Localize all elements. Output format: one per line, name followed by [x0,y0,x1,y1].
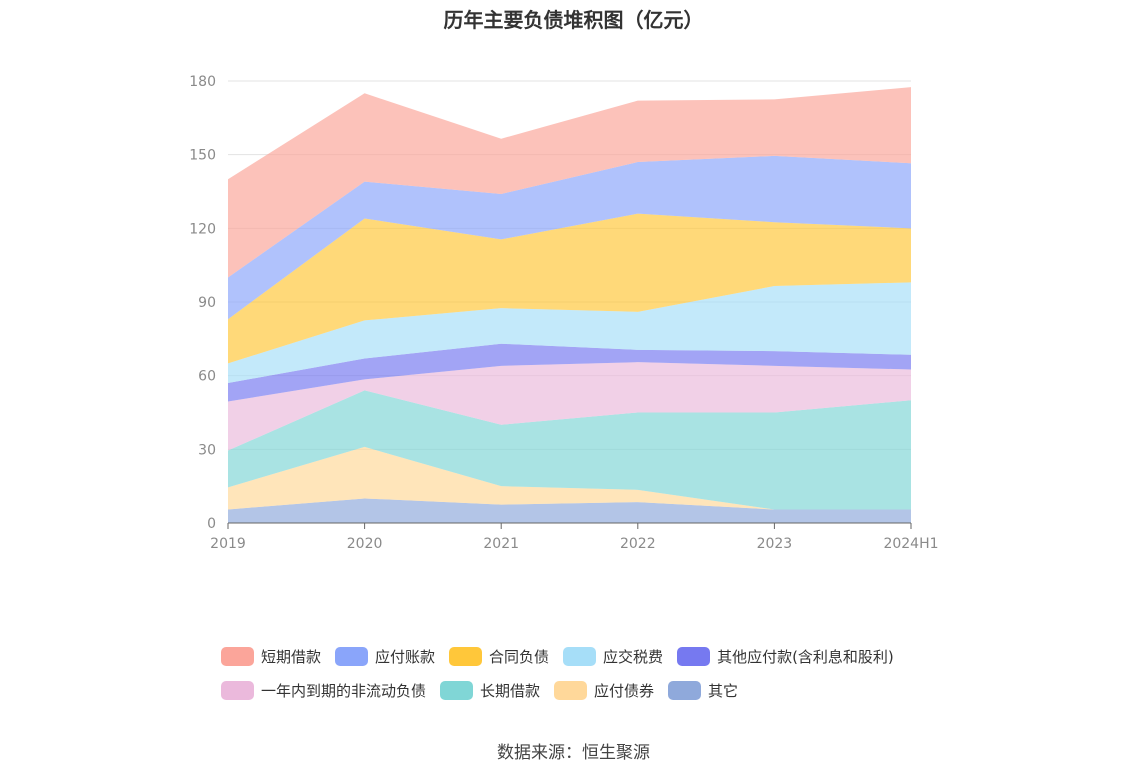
legend-label: 合同负债 [489,647,550,666]
area-series-0 [228,498,911,523]
area-series-4 [228,343,911,402]
x-tick-label: 2020 [347,536,383,552]
legend-item[interactable]: 一年内到期的非流动负债 [221,680,426,701]
legend-swatch [221,680,254,700]
legend-swatch [449,646,483,666]
legend-label: 短期借款 [261,647,322,666]
x-tick-label: 2022 [620,536,656,552]
legend-swatch [668,680,702,700]
area-series-8 [228,87,911,278]
legend-item[interactable]: 应付账款 [335,646,435,667]
legend-row: 短期借款 应付账款 合同负债 应交税费 其他应付款(含利息和股利) [221,639,981,673]
area-series [228,87,911,523]
y-tick-label: 0 [207,516,216,532]
legend-swatch [335,646,369,666]
y-tick-label: 120 [189,221,216,237]
legend-item[interactable]: 应交税费 [563,646,663,667]
legend-item[interactable]: 合同负债 [449,646,549,667]
y-tick-label: 180 [189,74,216,90]
x-tick-label: 2024H1 [883,536,938,552]
legend-swatch [221,646,254,666]
legend-row: 一年内到期的非流动负债 长期借款 应付债券 其它 [221,673,981,707]
legend-item[interactable]: 长期借款 [440,680,540,701]
y-tick-label: 60 [198,369,216,385]
area-series-6 [228,213,911,364]
legend-item[interactable]: 应付债券 [554,680,654,701]
area-series-3 [228,362,911,451]
data-source: 数据来源：恒生聚源 [497,743,650,763]
x-tick-label: 2019 [210,536,246,552]
y-tick-label: 90 [198,295,216,311]
area-series-5 [228,282,911,384]
chart-title: 历年主要负债堆积图（亿元） [443,8,704,32]
area-series-2 [228,390,911,510]
y-tick-label: 30 [198,442,216,458]
axes: 0 30 60 90 120 150 180 2019 2020 2021 2022 2023 2024… [189,74,938,552]
legend-label: 长期借款 [480,681,541,700]
legend: 短期借款 应付账款 合同负债 应交税费 其他应付款(含利息和股利) 一年内到期的非流动负债… [221,639,981,707]
area-series-7 [228,155,911,320]
x-tick-label: 2023 [757,536,793,552]
legend-label: 一年内到期的非流动负债 [261,681,427,700]
x-tick-label: 2021 [483,536,519,552]
legend-label: 应付债券 [594,681,655,700]
legend-swatch [440,680,474,700]
legend-label: 应付账款 [375,647,436,666]
area-series-1 [228,446,911,510]
legend-item[interactable]: 其他应付款(含利息和股利) [677,646,894,667]
legend-swatch [563,646,597,666]
legend-item[interactable]: 短期借款 [221,646,321,667]
legend-item[interactable]: 其它 [668,680,738,701]
legend-label: 应交税费 [603,647,664,666]
y-tick-label: 150 [189,148,216,164]
legend-swatch [677,646,711,666]
legend-label: 其他应付款(含利息和股利) [717,647,894,666]
legend-swatch [554,680,588,700]
legend-label: 其它 [708,681,739,700]
